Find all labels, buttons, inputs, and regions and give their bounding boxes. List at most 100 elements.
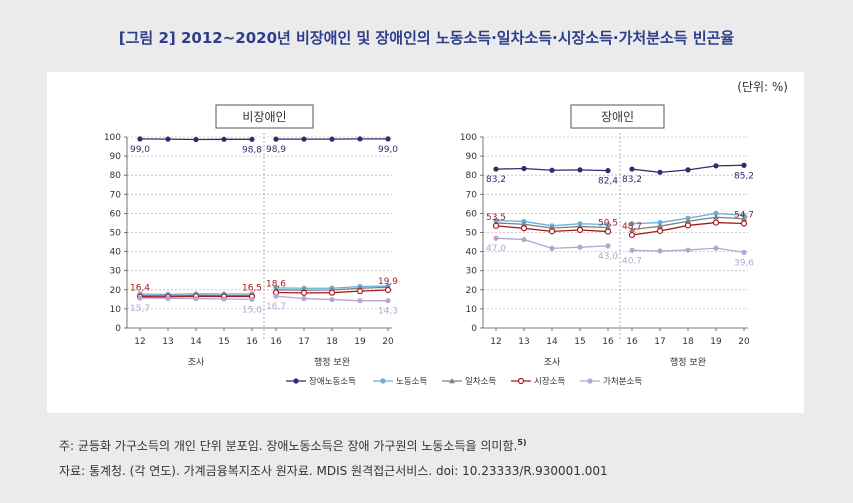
data-label: 83,2 (486, 175, 506, 185)
data-label: 47,0 (486, 244, 506, 254)
y-tick-label: 20 (466, 286, 478, 296)
x-group-label: 조사 (544, 357, 561, 368)
data-point (741, 249, 747, 255)
x-tick-label: 14 (546, 337, 558, 347)
y-tick-label: 0 (471, 324, 477, 334)
data-point (357, 298, 363, 304)
y-tick-label: 40 (466, 248, 478, 258)
data-point (137, 295, 143, 301)
data-label: 19,9 (378, 277, 398, 287)
y-tick-label: 50 (466, 229, 478, 239)
data-label: 48,7 (622, 222, 642, 232)
data-point (685, 215, 691, 221)
data-point (629, 166, 635, 172)
x-tick-label: 13 (518, 337, 529, 347)
data-point (249, 296, 255, 302)
x-tick-label: 16 (246, 337, 258, 347)
x-tick-label: 15 (218, 337, 229, 347)
x-tick-label: 20 (382, 337, 394, 347)
data-label: 50,5 (598, 219, 618, 229)
y-tick-label: 70 (110, 190, 122, 200)
data-point (713, 163, 719, 169)
data-point (605, 221, 611, 228)
data-label: 82,4 (598, 177, 618, 187)
data-point (629, 247, 635, 253)
y-tick-label: 10 (466, 305, 478, 315)
data-label: 99,0 (378, 145, 398, 155)
x-group-label: 행정 보완 (314, 356, 350, 368)
data-point (137, 136, 143, 142)
y-tick-label: 60 (110, 209, 122, 219)
y-tick-label: 30 (466, 267, 478, 277)
data-point (604, 228, 612, 235)
source-note: 자료: 통계청. (각 연도). 가계금융복지조사 원자료. MDIS 원격접근… (59, 464, 608, 478)
x-group-label: 조사 (188, 357, 205, 368)
data-point (193, 295, 199, 302)
legend-marker (449, 378, 455, 384)
data-point (741, 212, 747, 218)
legend-marker (517, 377, 525, 385)
x-tick-label: 16 (602, 337, 614, 347)
chart-title-box (570, 104, 665, 129)
x-tick-label: 17 (298, 337, 309, 347)
chart-title: 장애인 (601, 110, 634, 124)
data-label: 16,7 (266, 302, 286, 312)
data-point (628, 231, 636, 239)
data-point (657, 169, 663, 175)
y-tick-label: 90 (110, 152, 122, 162)
data-label: 43,0 (598, 252, 618, 262)
data-point (549, 245, 555, 251)
data-point (741, 215, 747, 221)
data-label: 15,0 (242, 305, 262, 315)
legend-label: 일차소득 (465, 377, 496, 387)
legend-marker (380, 378, 386, 384)
y-tick-label: 40 (110, 248, 122, 258)
data-point (492, 222, 500, 229)
data-point (329, 136, 335, 142)
legend-label: 장애노동소득 (309, 376, 356, 387)
data-label: 99,0 (130, 145, 150, 155)
data-point (549, 167, 555, 173)
data-point (221, 296, 227, 302)
data-point (165, 295, 171, 301)
data-point (684, 222, 692, 229)
data-point (685, 167, 691, 173)
data-point (356, 288, 364, 295)
x-group-label: 행정 보완 (670, 356, 706, 368)
data-point (493, 235, 499, 241)
y-tick-label: 0 (115, 324, 121, 334)
y-tick-label: 100 (460, 133, 477, 143)
data-point (520, 225, 528, 232)
data-label: 14,3 (378, 307, 398, 317)
y-tick-label: 80 (110, 171, 122, 181)
data-point (273, 293, 279, 299)
footnote-text: 주: 균등화 가구소득의 개인 단위 분포임. 장애노동소득은 장애 가구원의 … (59, 439, 518, 453)
data-point (521, 236, 527, 243)
x-tick-label: 15 (574, 337, 585, 347)
data-point (605, 243, 611, 249)
data-point (384, 286, 392, 294)
data-point (300, 289, 308, 296)
data-label: 40,7 (622, 256, 642, 266)
y-tick-label: 50 (110, 229, 122, 239)
data-label: 18,6 (266, 279, 286, 289)
x-tick-label: 16 (270, 337, 282, 347)
legend-label: 가처분소득 (603, 377, 642, 387)
data-label: 53,5 (486, 213, 506, 223)
data-point (548, 228, 556, 235)
data-point (249, 136, 255, 142)
data-point (221, 136, 227, 142)
data-point (385, 298, 391, 304)
x-tick-label: 13 (162, 337, 173, 347)
data-point (521, 221, 527, 227)
data-label: 54,7 (734, 211, 754, 221)
legend-marker (293, 378, 299, 384)
data-point (657, 223, 663, 229)
data-label: 83,2 (622, 175, 642, 185)
y-tick-label: 70 (466, 190, 478, 200)
data-point (629, 221, 635, 227)
data-point (713, 210, 719, 216)
data-point (493, 166, 499, 172)
data-point (328, 289, 336, 296)
x-tick-label: 12 (134, 337, 145, 347)
